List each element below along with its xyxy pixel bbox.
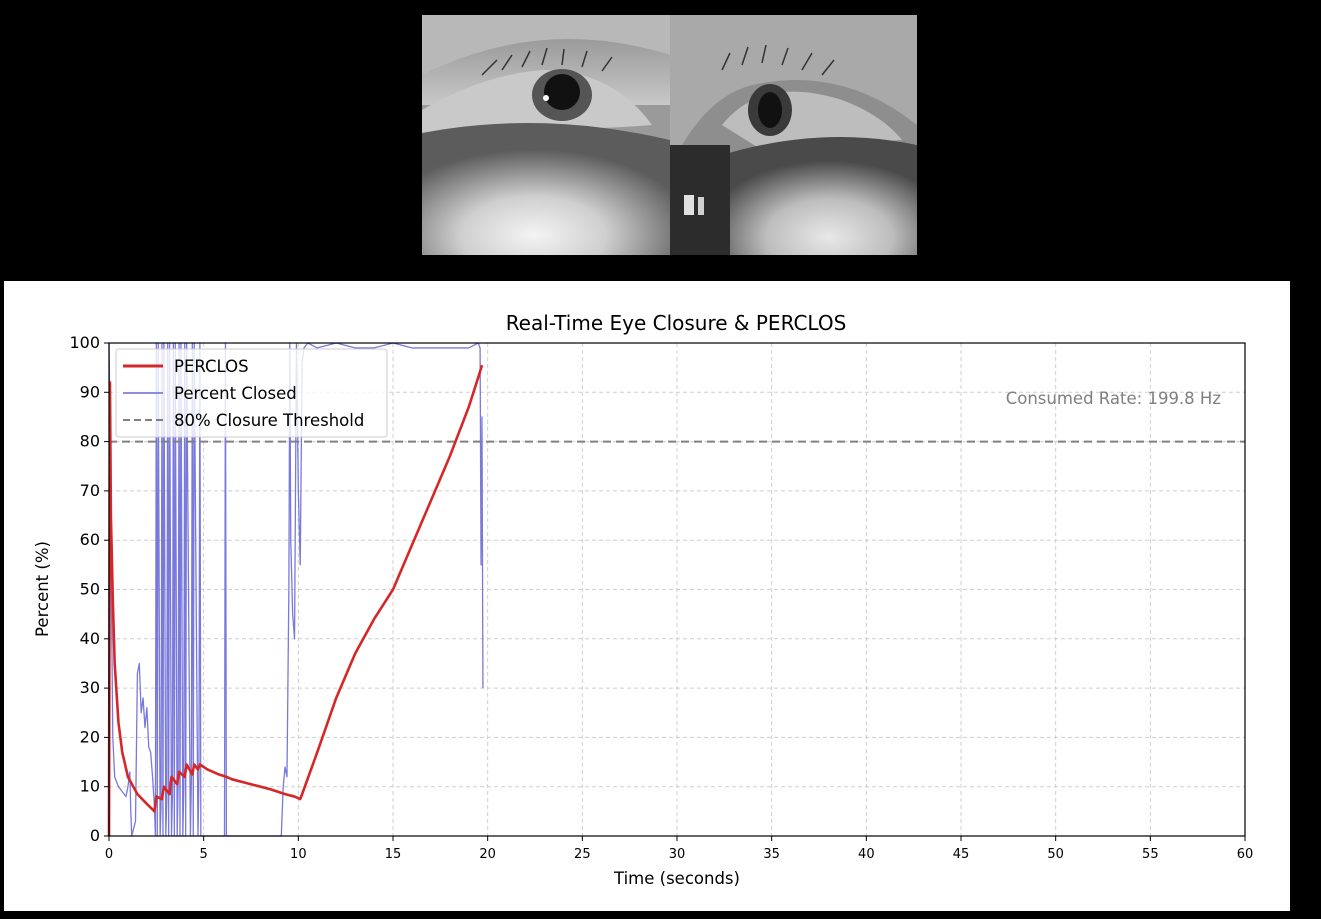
right-eye-image xyxy=(670,15,917,255)
x-tick-label: 5 xyxy=(200,847,208,862)
x-tick-label: 55 xyxy=(1142,847,1159,862)
y-tick-label: 70 xyxy=(80,481,100,500)
y-tick-label: 30 xyxy=(80,678,100,697)
series-percent-closed xyxy=(108,342,484,837)
eye-camera-feed xyxy=(422,15,917,255)
x-tick-label: 10 xyxy=(290,847,307,862)
left-eye-image xyxy=(422,15,670,255)
window-edge xyxy=(1290,281,1321,919)
perclos-chart: Real-Time Eye Closure & PERCLOS 0 5 10 15 20… xyxy=(33,311,1253,888)
y-tick-label: 80 xyxy=(80,432,100,451)
legend-label-threshold: 80% Closure Threshold xyxy=(174,411,364,430)
x-tick-label: 35 xyxy=(763,847,780,862)
legend-box xyxy=(115,348,388,438)
y-tick-label: 50 xyxy=(80,580,100,599)
y-tick-label: 60 xyxy=(80,530,100,549)
x-tick-label: 20 xyxy=(479,847,496,862)
x-tick-label: 45 xyxy=(953,847,970,862)
y-tick-label: 100 xyxy=(69,333,100,352)
consumed-rate-annotation: Consumed Rate: 199.8 Hz xyxy=(1006,389,1221,408)
x-tick-label: 0 xyxy=(105,847,113,862)
y-tick-label: 90 xyxy=(80,382,100,401)
y-axis-label: Percent (%) xyxy=(33,541,52,637)
eye-camera-image xyxy=(422,15,917,255)
y-tick-label: 20 xyxy=(80,727,100,746)
y-tick-label: 40 xyxy=(80,629,100,648)
x-tick-label: 25 xyxy=(574,847,591,862)
x-tick-label: 30 xyxy=(669,847,686,862)
series-layer xyxy=(107,342,1245,837)
y-tick-label: 10 xyxy=(80,777,100,796)
ticks: 0 5 10 15 20 25 30 35 40 45 50 55 60 0 10 20 30 40 50 60 70 8… xyxy=(69,333,1253,862)
series-perclos xyxy=(107,364,484,837)
y-tick-label: 0 xyxy=(90,826,100,845)
x-tick-label: 60 xyxy=(1237,847,1254,862)
chart-title: Real-Time Eye Closure & PERCLOS xyxy=(506,311,847,335)
x-tick-label: 40 xyxy=(858,847,875,862)
x-tick-label: 50 xyxy=(1047,847,1064,862)
window-edge-bottom xyxy=(0,911,1321,919)
plot-window: Real-Time Eye Closure & PERCLOS 0 5 10 15 20… xyxy=(4,281,1290,911)
legend-label-percent-closed: Percent Closed xyxy=(174,384,297,403)
legend: PERCLOS Percent Closed 80% Closure Thres… xyxy=(115,348,388,438)
x-axis-label: Time (seconds) xyxy=(613,869,740,888)
x-tick-label: 15 xyxy=(385,847,402,862)
legend-label-perclos: PERCLOS xyxy=(174,357,249,376)
